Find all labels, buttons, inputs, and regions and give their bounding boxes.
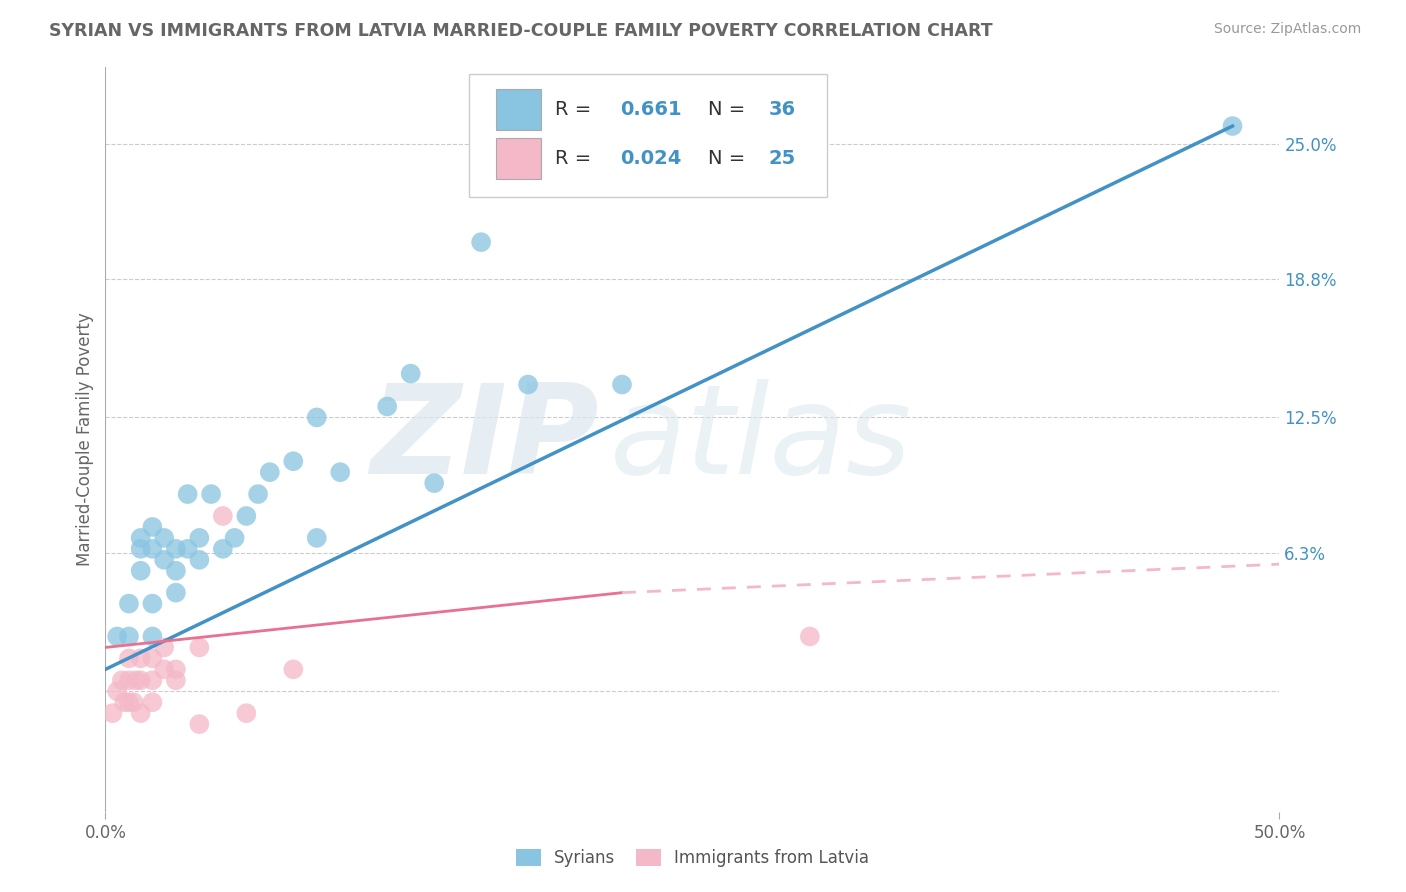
Point — [165, 673, 187, 688]
Point — [141, 630, 163, 644]
Text: SYRIAN VS IMMIGRANTS FROM LATVIA MARRIED-COUPLE FAMILY POVERTY CORRELATION CHART: SYRIAN VS IMMIGRANTS FROM LATVIA MARRIED… — [49, 22, 993, 40]
Point — [470, 235, 492, 249]
Point — [165, 662, 187, 676]
Text: R =: R = — [555, 100, 598, 119]
Point — [118, 651, 141, 665]
FancyBboxPatch shape — [470, 74, 828, 197]
Point — [105, 684, 128, 698]
Point — [129, 706, 152, 720]
Point — [610, 377, 633, 392]
Point — [283, 454, 305, 468]
Point — [129, 673, 152, 688]
Point — [165, 585, 187, 599]
Point — [111, 673, 134, 688]
Point — [305, 531, 328, 545]
Point — [176, 541, 198, 556]
Point — [176, 487, 198, 501]
Point — [141, 520, 163, 534]
Point — [141, 651, 163, 665]
Point — [129, 651, 152, 665]
Text: 25: 25 — [769, 149, 796, 168]
Legend: Syrians, Immigrants from Latvia: Syrians, Immigrants from Latvia — [509, 843, 876, 874]
Point — [101, 706, 124, 720]
Point — [235, 508, 257, 523]
Point — [188, 553, 211, 567]
Y-axis label: Married-Couple Family Poverty: Married-Couple Family Poverty — [76, 312, 94, 566]
Point — [129, 541, 152, 556]
Text: 0.024: 0.024 — [620, 149, 681, 168]
Point — [141, 541, 163, 556]
Point — [517, 377, 540, 392]
Point — [118, 673, 141, 688]
Point — [118, 630, 141, 644]
Point — [153, 662, 176, 676]
Point — [141, 673, 163, 688]
Point — [188, 640, 211, 655]
Point — [165, 564, 187, 578]
Point — [235, 706, 257, 720]
Point — [188, 531, 211, 545]
Point — [211, 508, 233, 523]
Text: 0.661: 0.661 — [620, 100, 682, 119]
Point — [200, 487, 222, 501]
Text: N =: N = — [707, 149, 751, 168]
Point — [375, 400, 398, 414]
FancyBboxPatch shape — [496, 89, 541, 130]
Point — [1222, 119, 1244, 133]
Point — [423, 476, 446, 491]
Point — [259, 465, 281, 479]
Text: N =: N = — [707, 100, 751, 119]
Point — [125, 673, 148, 688]
Point — [141, 597, 163, 611]
Point — [129, 564, 152, 578]
FancyBboxPatch shape — [496, 138, 541, 179]
Point — [105, 630, 128, 644]
Point — [153, 531, 176, 545]
Point — [305, 410, 328, 425]
Point — [141, 695, 163, 709]
Point — [129, 531, 152, 545]
Point — [283, 662, 305, 676]
Point — [153, 640, 176, 655]
Point — [188, 717, 211, 731]
Point — [399, 367, 422, 381]
Point — [165, 541, 187, 556]
Point — [122, 695, 145, 709]
Point — [211, 541, 233, 556]
Text: 36: 36 — [769, 100, 796, 119]
Point — [112, 695, 135, 709]
Point — [247, 487, 270, 501]
Point — [224, 531, 246, 545]
Text: R =: R = — [555, 149, 598, 168]
Point — [329, 465, 352, 479]
Text: atlas: atlas — [610, 379, 912, 500]
Text: Source: ZipAtlas.com: Source: ZipAtlas.com — [1213, 22, 1361, 37]
Point — [118, 695, 141, 709]
Point — [153, 553, 176, 567]
Text: ZIP: ZIP — [370, 379, 599, 500]
Point — [118, 597, 141, 611]
Point — [799, 630, 821, 644]
